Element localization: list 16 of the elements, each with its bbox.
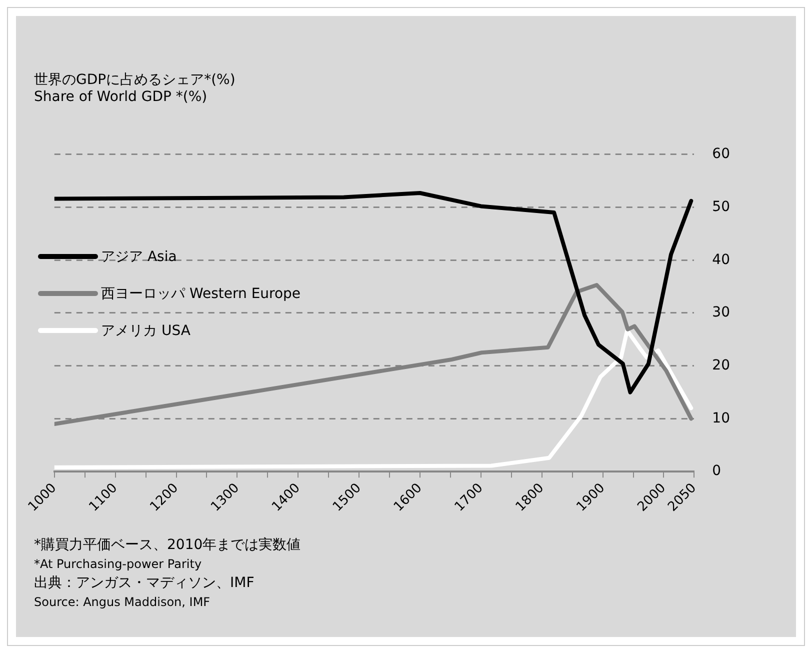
y-tick-label: 60 <box>712 146 730 162</box>
source-note: Source: Angus Maddison, IMF <box>34 594 212 611</box>
legend-label: アメリカ USA <box>101 322 190 340</box>
y-tick-label: 40 <box>712 252 730 268</box>
y-tick-label: 10 <box>712 410 730 426</box>
text: *購買力平価ベース、2010年までは実数値 <box>34 536 301 555</box>
chart-subtitle: Share of World GDP *(%) <box>34 89 208 105</box>
chart-title: 世界のGDPに占めるシェア*(%) <box>34 71 236 89</box>
y-tick-label: 0 <box>712 463 722 480</box>
y-tick-label: 30 <box>712 304 730 321</box>
y-tick-label: 50 <box>712 198 730 215</box>
y-tick-label: 20 <box>712 357 730 374</box>
legend-label: アジア Asia <box>101 248 177 266</box>
source-note: 出典：アンガス・マディソン、IMF <box>34 574 256 593</box>
text: *At Purchasing-power Parity <box>34 556 203 573</box>
legend-label: 西ヨーロッパ Western Europe <box>101 284 301 302</box>
